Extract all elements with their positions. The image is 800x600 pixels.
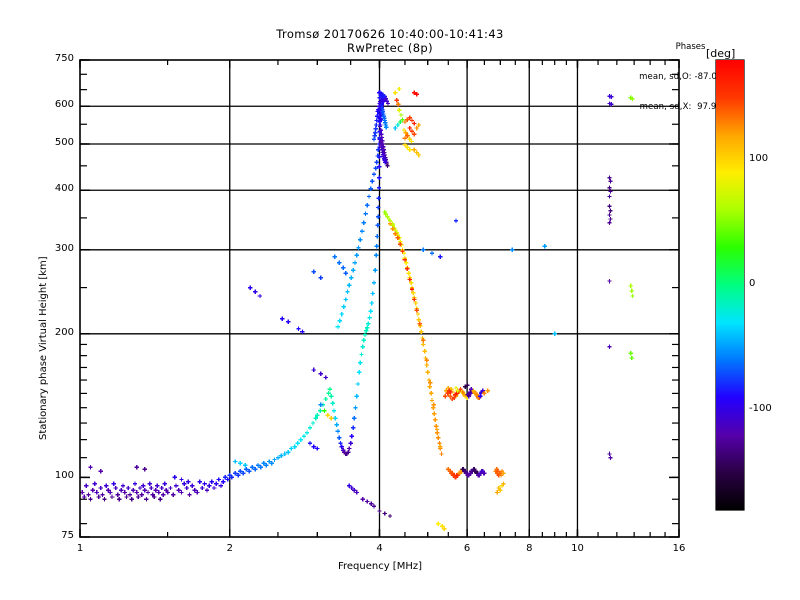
colorbar-tick-label: 0 — [749, 278, 756, 289]
y-tick-label: 400 — [54, 183, 74, 195]
x-tick-label: 4 — [376, 543, 383, 554]
plot-frame — [79, 59, 680, 538]
y-tick-label: 100 — [54, 470, 74, 482]
colorbar-unit-label: [deg] — [706, 47, 736, 60]
y-tick-label: 750 — [54, 53, 74, 64]
chart-title-line2: RwPretec (8p) — [346, 41, 434, 55]
x-tick-label: 6 — [463, 543, 471, 554]
colorbar-gradient — [716, 60, 744, 510]
x-tick-label: 16 — [672, 543, 686, 554]
x-tick-label: 8 — [526, 543, 533, 554]
y-tick-label: 600 — [54, 99, 74, 111]
colorbar-tick-label: 100 — [749, 153, 769, 164]
data-points — [80, 86, 635, 532]
x-axis-label: Frequency [MHz] — [337, 561, 423, 572]
y-tick-label: 200 — [54, 326, 74, 338]
x-tick-label: 10 — [571, 543, 584, 554]
x-tick-label: 1 — [76, 543, 84, 554]
y-tick-label: 300 — [54, 242, 74, 254]
chart-title-line1: Tromsø 20170626 10:40:00-10:41:43 — [276, 27, 504, 41]
x-tick-label: 2 — [226, 543, 233, 554]
phase-stats-heading: Phases — [675, 42, 706, 52]
colorbar-tick-label: -100 — [749, 403, 772, 414]
y-tick-label: 500 — [54, 136, 74, 148]
y-tick-label: 75 — [61, 530, 74, 541]
